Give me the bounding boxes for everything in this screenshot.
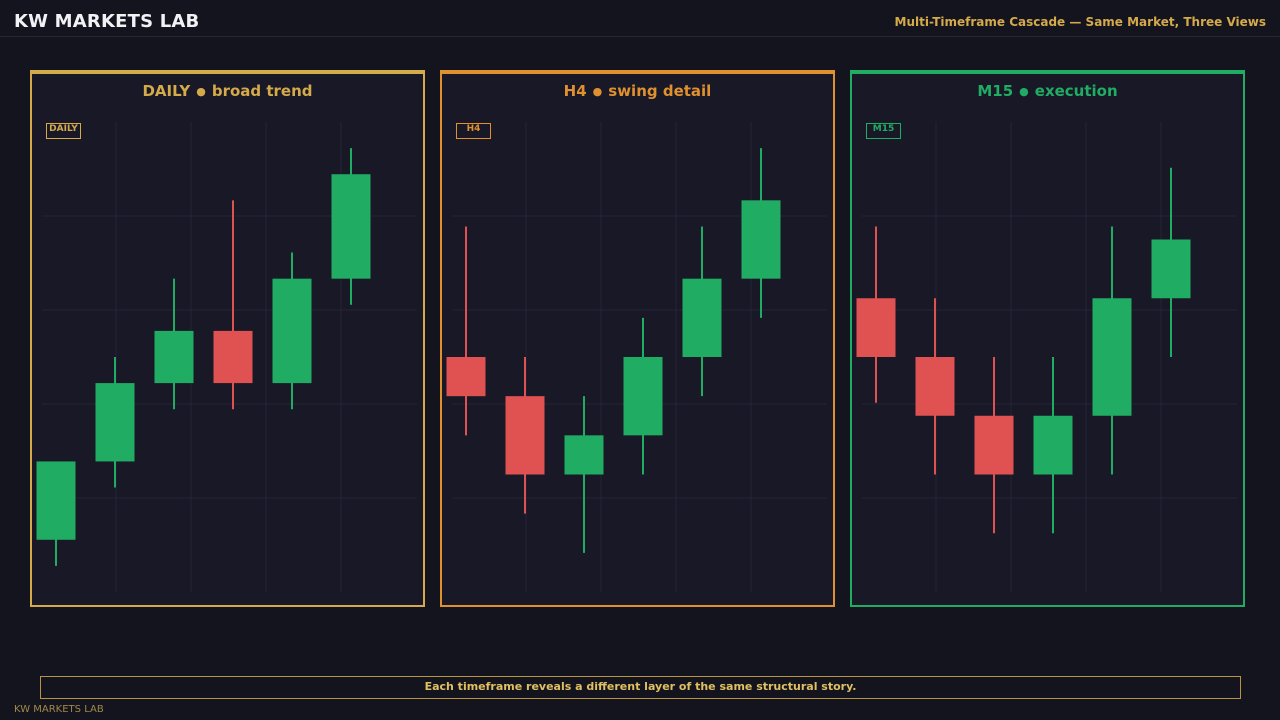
m15-candle-4-body-bull bbox=[1033, 415, 1073, 475]
footer-caption: Each timeframe reveals a different layer… bbox=[40, 676, 1241, 699]
m15-tag: M15 bbox=[866, 123, 901, 139]
m15-candle-6-body-bull bbox=[1151, 239, 1191, 299]
daily-tag: DAILY bbox=[46, 123, 81, 139]
top-bar: KW MARKETS LAB Multi-Timeframe Cascade —… bbox=[0, 0, 1280, 37]
h4-candlestick-chart bbox=[446, 122, 827, 592]
h4-panel-title: H4 ● swing detail bbox=[442, 82, 833, 100]
brand-title: KW MARKETS LAB bbox=[14, 11, 200, 32]
m15-title: M15 bbox=[977, 82, 1014, 100]
h4-candle-2-body-bear bbox=[505, 396, 545, 475]
m15-subtitle: execution bbox=[1034, 82, 1118, 100]
title-separator: ● bbox=[196, 85, 206, 98]
daily-panel-title: DAILY ● broad trend bbox=[32, 82, 423, 100]
daily-candle-4-body-bear bbox=[213, 330, 253, 384]
page-subtitle: Multi-Timeframe Cascade — Same Market, T… bbox=[894, 15, 1266, 29]
m15-candle-5-body-bull bbox=[1092, 298, 1132, 416]
footer-brand: KW MARKETS LAB bbox=[14, 704, 104, 715]
m15-candle-3-body-bear bbox=[974, 415, 1014, 475]
h4-candle-5-body-bull bbox=[682, 278, 722, 357]
daily-title: DAILY bbox=[142, 82, 191, 100]
daily-candle-6-body-bull bbox=[331, 174, 371, 279]
daily-chart-panel: DAILY ● broad trend DAILY bbox=[30, 70, 425, 607]
daily-candle-1-body-bull bbox=[36, 461, 76, 540]
title-separator: ● bbox=[1019, 85, 1029, 98]
h4-candle-1-body-bear bbox=[446, 357, 486, 397]
m15-candle-1-body-bear bbox=[856, 298, 896, 357]
daily-candle-5-body-bull bbox=[272, 278, 312, 384]
h4-tag: H4 bbox=[456, 123, 491, 139]
m15-panel-title: M15 ● execution bbox=[852, 82, 1243, 100]
m15-chart-panel: M15 ● execution M15 bbox=[850, 70, 1245, 607]
m15-candlestick-chart bbox=[856, 122, 1237, 592]
daily-candle-3-body-bull bbox=[154, 330, 194, 384]
h4-subtitle: swing detail bbox=[608, 82, 712, 100]
h4-candle-3-body-bull bbox=[564, 435, 604, 475]
h4-candle-4-body-bull bbox=[623, 357, 663, 436]
daily-subtitle: broad trend bbox=[211, 82, 313, 100]
title-separator: ● bbox=[592, 85, 603, 98]
h4-chart-panel: H4 ● swing detail H4 bbox=[440, 70, 835, 607]
h4-title: H4 bbox=[563, 82, 587, 100]
m15-candle-2-body-bear bbox=[915, 357, 955, 416]
daily-candle-2-body-bull bbox=[95, 383, 135, 462]
h4-candle-6-body-bull bbox=[741, 200, 781, 279]
daily-candlestick-chart bbox=[36, 122, 417, 592]
